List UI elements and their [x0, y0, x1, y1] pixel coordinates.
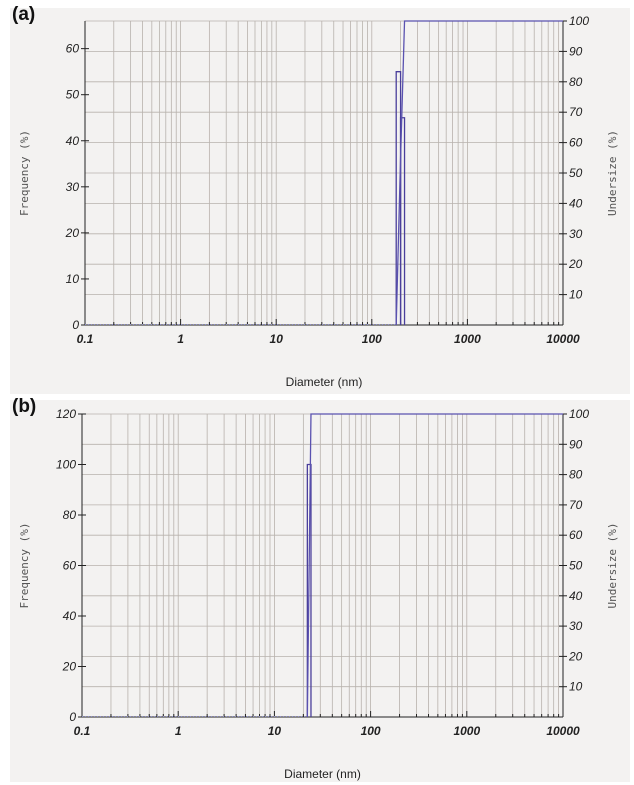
y-right-axis-label: Undersize (%): [606, 130, 619, 216]
y-left-axis-label: Frequency (%): [18, 130, 31, 216]
frequency-bar: [306, 463, 312, 717]
y-left-tick-label: 40: [66, 134, 80, 148]
y-left-tick-label: 0: [69, 710, 76, 724]
y-left-tick-label: 10: [66, 272, 80, 286]
chart-panel-b: (b) 0 20 40 60 80 100 120 10 20 30 40 50 60 70 80 90 100…: [10, 396, 630, 782]
y-right-tick-label: 90: [569, 44, 583, 58]
y-left-tick-label: 20: [65, 226, 80, 240]
y-right-tick-label: 90: [569, 437, 583, 451]
y-right-tick-label: 70: [569, 498, 583, 512]
x-tick-label: 0.1: [74, 724, 91, 738]
y-left-tick-label: 60: [66, 42, 80, 56]
y-right-tick-label: 80: [569, 75, 583, 89]
y-left-tick-label: 120: [56, 407, 76, 421]
y-left-tick-label: 40: [63, 609, 77, 623]
particle-size-chart-b: 0 20 40 60 80 100 120 10 20 30 40 50 60 70 80 90 100 0.1 1…: [18, 407, 619, 781]
y-right-tick-label: 60: [569, 136, 583, 150]
y-left-tick-label: 20: [62, 660, 77, 674]
chart-panel-a: (a) 0 10 20 30 40 50 60 10 20 30 40 50 60 70 80 90 100 0.…: [10, 4, 630, 394]
x-axis-label: Diameter (nm): [286, 375, 363, 389]
x-tick-label: 10000: [546, 724, 580, 738]
particle-size-chart-a: 0 10 20 30 40 50 60 10 20 30 40 50 60 70 80 90 100 0.1 1 10…: [18, 14, 619, 389]
x-tick-label: 100: [362, 332, 382, 346]
y-right-tick-label: 40: [569, 196, 583, 210]
y-right-axis-label: Undersize (%): [606, 522, 619, 608]
x-tick-label: 100: [361, 724, 381, 738]
y-left-tick-label: 50: [66, 88, 80, 102]
y-right-tick-label: 10: [569, 288, 583, 302]
y-right-tick-label: 80: [569, 468, 583, 482]
y-right-tick-label: 30: [569, 227, 583, 241]
x-tick-label: 1: [177, 332, 184, 346]
y-right-tick-label: 70: [569, 105, 583, 119]
frequency-bar: [399, 117, 406, 325]
y-left-axis-label: Frequency (%): [18, 522, 31, 608]
y-left-tick-label: 60: [63, 559, 77, 573]
y-right-tick-label: 20: [568, 257, 583, 271]
x-tick-label: 1: [175, 724, 182, 738]
y-left-tick-label: 100: [56, 458, 76, 472]
y-right-tick-label: 50: [569, 166, 583, 180]
panel-label: (b): [12, 396, 37, 417]
y-right-tick-label: 10: [569, 680, 583, 694]
y-right-tick-label: 100: [569, 407, 589, 421]
x-tick-label: 1000: [453, 724, 480, 738]
x-tick-label: 10: [268, 724, 282, 738]
undersize-curve: [306, 413, 563, 718]
y-left-tick-label: 30: [66, 180, 80, 194]
y-right-tick-label: 40: [569, 589, 583, 603]
y-right-tick-label: 20: [568, 649, 583, 663]
undersize-curve: [395, 20, 563, 326]
y-right-tick-label: 50: [569, 559, 583, 573]
panel-label: (a): [12, 4, 36, 25]
y-right-tick-label: 30: [569, 619, 583, 633]
y-right-tick-label: 100: [569, 14, 589, 28]
x-tick-label: 10000: [546, 332, 580, 346]
x-tick-label: 1000: [454, 332, 481, 346]
x-tick-label: 0.1: [77, 332, 94, 346]
y-left-tick-label: 80: [63, 508, 77, 522]
y-left-tick-label: 0: [72, 318, 79, 332]
x-tick-label: 10: [270, 332, 284, 346]
y-right-tick-label: 60: [569, 528, 583, 542]
x-axis-label: Diameter (nm): [284, 767, 361, 781]
